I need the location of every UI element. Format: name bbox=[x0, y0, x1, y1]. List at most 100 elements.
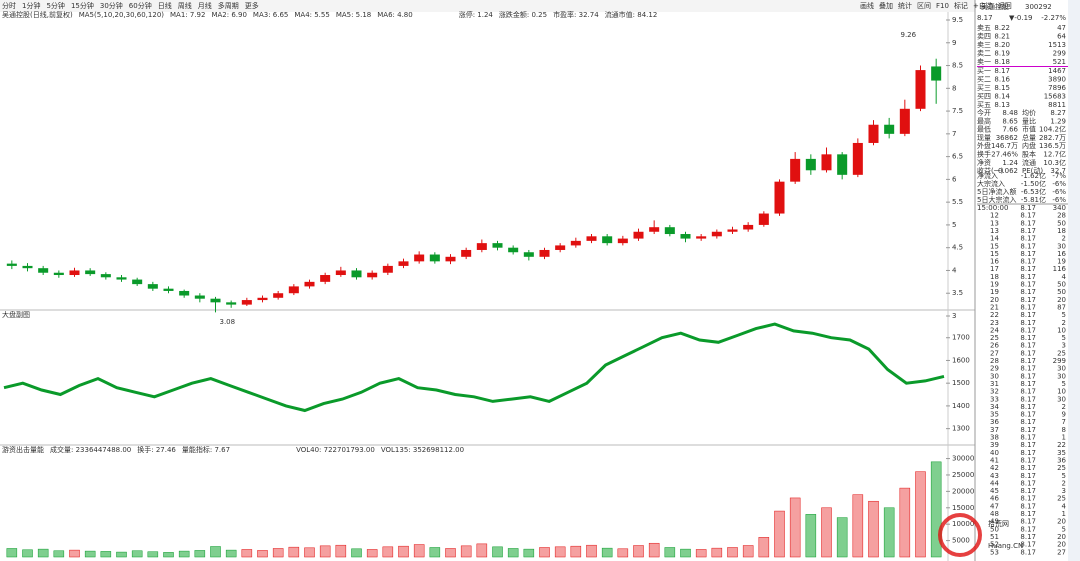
period-tab[interactable]: 15分钟 bbox=[71, 1, 94, 10]
trade-volume: 25 bbox=[1057, 464, 1066, 472]
stat-value: 136.5万 bbox=[1039, 142, 1066, 150]
volume-bar bbox=[194, 550, 206, 558]
stat-value: 27.46% bbox=[991, 151, 1018, 159]
price: 8.17 bbox=[977, 14, 993, 22]
tool-button[interactable]: 标记 bbox=[954, 1, 968, 10]
tool-button[interactable]: 画线 bbox=[860, 1, 874, 10]
stat-label: 量比 bbox=[1022, 116, 1036, 125]
trade-volume: 340 bbox=[1053, 204, 1066, 212]
trade-price: 8.17 bbox=[1020, 411, 1036, 419]
volume-bar bbox=[382, 546, 394, 558]
trade-price: 8.17 bbox=[1020, 426, 1036, 434]
tool-button[interactable]: 返回 bbox=[998, 2, 1012, 10]
stock-name: 吴通控股 bbox=[981, 2, 1009, 11]
tool-button[interactable]: 统计 bbox=[898, 1, 912, 10]
candle-body bbox=[664, 227, 675, 235]
candle-body bbox=[429, 254, 440, 262]
period-tab[interactable]: 多周期 bbox=[218, 1, 239, 10]
ma-label: MA5: 5.18 bbox=[336, 11, 371, 19]
period-tab[interactable]: 更多 bbox=[245, 1, 259, 10]
trade-volume: 36 bbox=[1057, 456, 1066, 464]
trade-time: 30 bbox=[990, 372, 999, 380]
volume-bar bbox=[821, 507, 832, 558]
flow-pct: -6% bbox=[1052, 188, 1066, 196]
volume-bar bbox=[225, 549, 237, 558]
trade-time: 12 bbox=[990, 212, 999, 220]
trade-time: 25 bbox=[990, 334, 999, 342]
stat-label: 市值 bbox=[1022, 125, 1036, 134]
tool-button[interactable]: 区间 bbox=[917, 2, 931, 10]
volume-bar bbox=[523, 548, 535, 558]
trade-price: 8.17 bbox=[1020, 334, 1036, 342]
volume-bar bbox=[69, 549, 80, 558]
stat-label: 均价 bbox=[1022, 108, 1036, 117]
trade-price: 8.17 bbox=[1020, 418, 1036, 426]
trade-volume: 27 bbox=[1057, 548, 1066, 556]
stat-label: 内盘 bbox=[1022, 141, 1036, 150]
change: ▼-0.19 bbox=[1009, 14, 1033, 22]
volume-bar bbox=[930, 461, 942, 558]
bid-label: 买五 bbox=[977, 101, 991, 109]
period-tab[interactable]: 60分钟 bbox=[129, 1, 152, 10]
volume-bar bbox=[492, 546, 503, 558]
volume-bar bbox=[758, 537, 770, 558]
stat-label: 最高 bbox=[977, 116, 991, 125]
stat-value: 32.7 bbox=[1050, 167, 1066, 175]
ma-label: MA3: 6.65 bbox=[253, 11, 288, 19]
trade-price: 8.17 bbox=[1020, 212, 1036, 220]
candle-body bbox=[523, 252, 534, 257]
period-tab[interactable]: 月线 bbox=[198, 1, 212, 10]
candle-body bbox=[790, 158, 801, 182]
bid-label: 买四 bbox=[977, 93, 991, 101]
volume-bar bbox=[366, 549, 378, 558]
volume-bar bbox=[836, 517, 848, 558]
trade-price: 8.17 bbox=[1020, 533, 1036, 541]
candle-body bbox=[821, 154, 832, 171]
candle-body bbox=[163, 288, 174, 291]
trade-price: 8.17 bbox=[1020, 311, 1036, 319]
tool-button[interactable]: 叠加 bbox=[879, 1, 893, 10]
period-tab[interactable]: 周线 bbox=[178, 1, 192, 10]
trade-time: 49 bbox=[990, 518, 999, 526]
volume-bar bbox=[22, 549, 33, 558]
volume-bar bbox=[272, 548, 284, 558]
volume-bar bbox=[445, 548, 456, 558]
trade-volume: 30 bbox=[1057, 395, 1066, 403]
trade-volume: 2 bbox=[1062, 235, 1066, 243]
y-tick-label: 6.5 bbox=[952, 153, 963, 161]
ma-label: MA1: 7.92 bbox=[170, 11, 205, 19]
candle-body bbox=[179, 290, 190, 296]
bid-volume: 1467 bbox=[1048, 67, 1066, 75]
candle-body bbox=[273, 293, 284, 298]
volume-bar bbox=[210, 546, 221, 558]
period-tab[interactable]: 分时 bbox=[2, 1, 16, 10]
trade-volume: 16 bbox=[1057, 250, 1066, 258]
trade-price: 8.17 bbox=[1020, 502, 1036, 510]
period-tab[interactable]: 日线 bbox=[158, 1, 172, 10]
volume-bar bbox=[335, 544, 347, 558]
volume-bar bbox=[586, 544, 597, 558]
period-tab[interactable]: 1分钟 bbox=[22, 1, 40, 10]
tool-button[interactable]: +自选 bbox=[973, 1, 993, 10]
ma-label: MA4: 5.55 bbox=[294, 11, 329, 19]
info-label: 市盈率: 32.74 bbox=[553, 10, 599, 19]
period-tab[interactable]: 30分钟 bbox=[100, 1, 123, 10]
period-tab[interactable]: 5分钟 bbox=[46, 1, 64, 10]
y-tick-label: 3.5 bbox=[952, 289, 963, 297]
trade-time: 52 bbox=[990, 541, 999, 549]
candle-body bbox=[382, 265, 393, 273]
y-tick-label: 5000 bbox=[952, 537, 970, 545]
trade-price: 8.17 bbox=[1020, 380, 1036, 388]
trade-volume: 1 bbox=[1062, 434, 1066, 442]
candle-body bbox=[633, 231, 644, 239]
volume-bar bbox=[304, 547, 315, 558]
volume-bar bbox=[53, 550, 65, 558]
trade-volume: 20 bbox=[1057, 533, 1066, 541]
panel-title: 大盘副图 bbox=[2, 310, 30, 319]
trade-time: 20 bbox=[990, 296, 999, 304]
tool-button[interactable]: F10 bbox=[936, 2, 949, 10]
trade-time: 15 bbox=[990, 250, 999, 258]
stat-value: 10.3亿 bbox=[1043, 158, 1066, 167]
trade-time: 18 bbox=[990, 273, 999, 281]
trade-price: 8.17 bbox=[1020, 357, 1036, 365]
